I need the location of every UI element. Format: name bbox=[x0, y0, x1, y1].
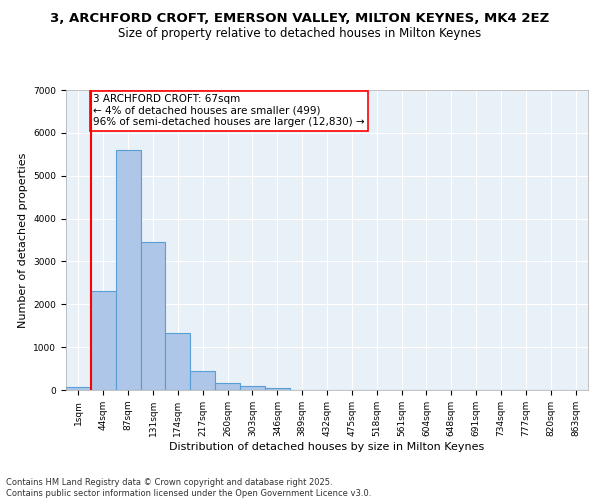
X-axis label: Distribution of detached houses by size in Milton Keynes: Distribution of detached houses by size … bbox=[169, 442, 485, 452]
Bar bbox=[240, 386, 265, 390]
Bar bbox=[116, 150, 140, 390]
Bar bbox=[66, 387, 91, 390]
Text: 3, ARCHFORD CROFT, EMERSON VALLEY, MILTON KEYNES, MK4 2EZ: 3, ARCHFORD CROFT, EMERSON VALLEY, MILTO… bbox=[50, 12, 550, 26]
Bar bbox=[91, 292, 116, 390]
Bar bbox=[140, 242, 166, 390]
Text: 3 ARCHFORD CROFT: 67sqm
← 4% of detached houses are smaller (499)
96% of semi-de: 3 ARCHFORD CROFT: 67sqm ← 4% of detached… bbox=[94, 94, 365, 128]
Text: Size of property relative to detached houses in Milton Keynes: Size of property relative to detached ho… bbox=[118, 28, 482, 40]
Y-axis label: Number of detached properties: Number of detached properties bbox=[18, 152, 28, 328]
Bar bbox=[190, 370, 215, 390]
Bar bbox=[215, 382, 240, 390]
Bar bbox=[265, 388, 290, 390]
Text: Contains HM Land Registry data © Crown copyright and database right 2025.
Contai: Contains HM Land Registry data © Crown c… bbox=[6, 478, 371, 498]
Bar bbox=[166, 333, 190, 390]
